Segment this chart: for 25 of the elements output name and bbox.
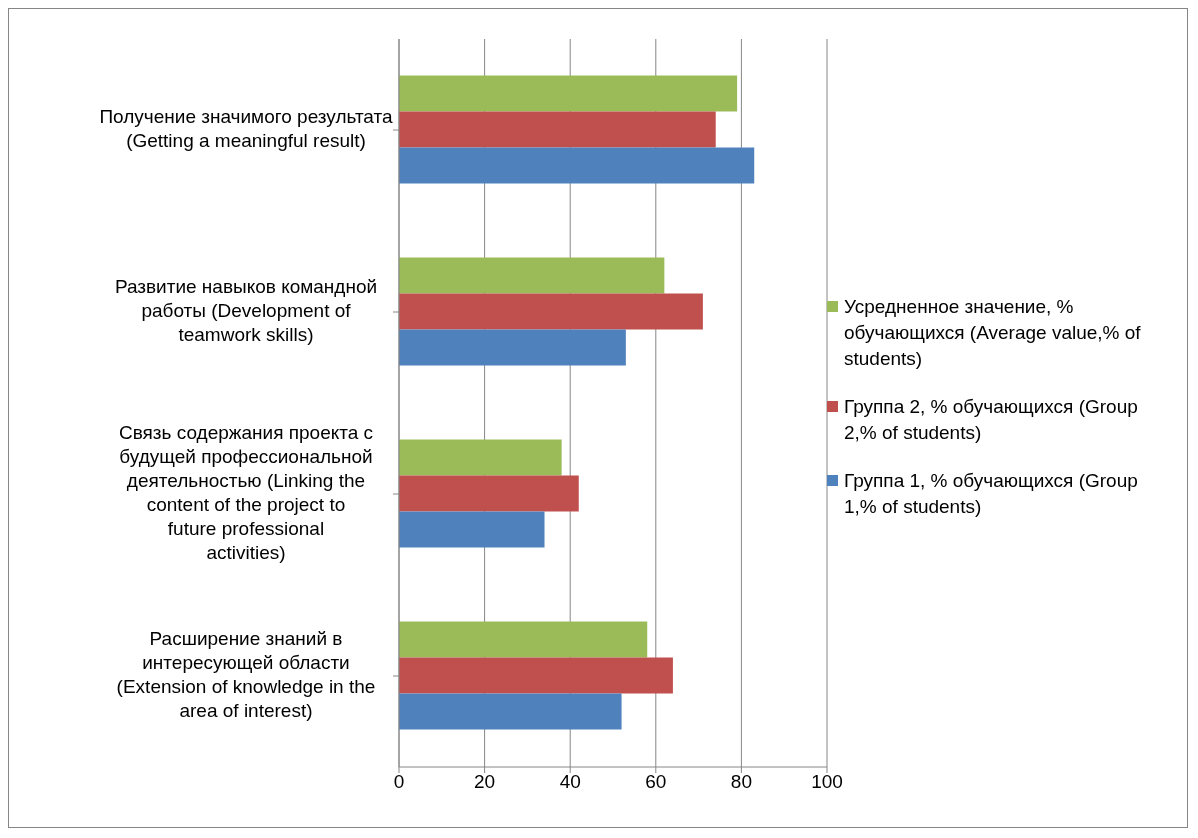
y-tick-label: Развитие навыков командной работы (Development of teamwork skills) [114,276,378,346]
x-tick-label: 40 [559,771,581,793]
bar [399,329,626,366]
x-tick-label: 60 [645,771,667,793]
bar [399,511,545,548]
x-tick-label: 100 [811,771,843,793]
bar [399,439,562,476]
bar [399,111,716,148]
bar [399,147,755,184]
y-tick-label: Расширение знаний в интересующей области (Extension of knowledge in the area of interest) [116,628,376,722]
legend-label: Группа 1, % обучающихся (Group 1,% of students) [844,469,1139,519]
bar [399,693,622,730]
x-tick-label: 80 [730,771,752,793]
y-tick-label: Получение значимого результата (Getting a meaningful result) [99,106,394,152]
x-tick-label: 20 [474,771,496,793]
x-tick-label: 0 [393,771,405,793]
bar [399,621,648,658]
legend-label: Группа 2, % обучающихся (Group 2,% of students) [844,395,1139,445]
bar [399,475,579,512]
bar [399,257,665,294]
bar [399,657,673,694]
bar [399,293,703,330]
y-tick-label: Связь содержания проекта с будущей профессиональной деятельностью (Linking the content of the project to future professional activities) [118,422,374,564]
legend-label: Усредненное значение, % обучающихся (Average value,% of students) [844,295,1142,371]
bar [399,75,738,112]
